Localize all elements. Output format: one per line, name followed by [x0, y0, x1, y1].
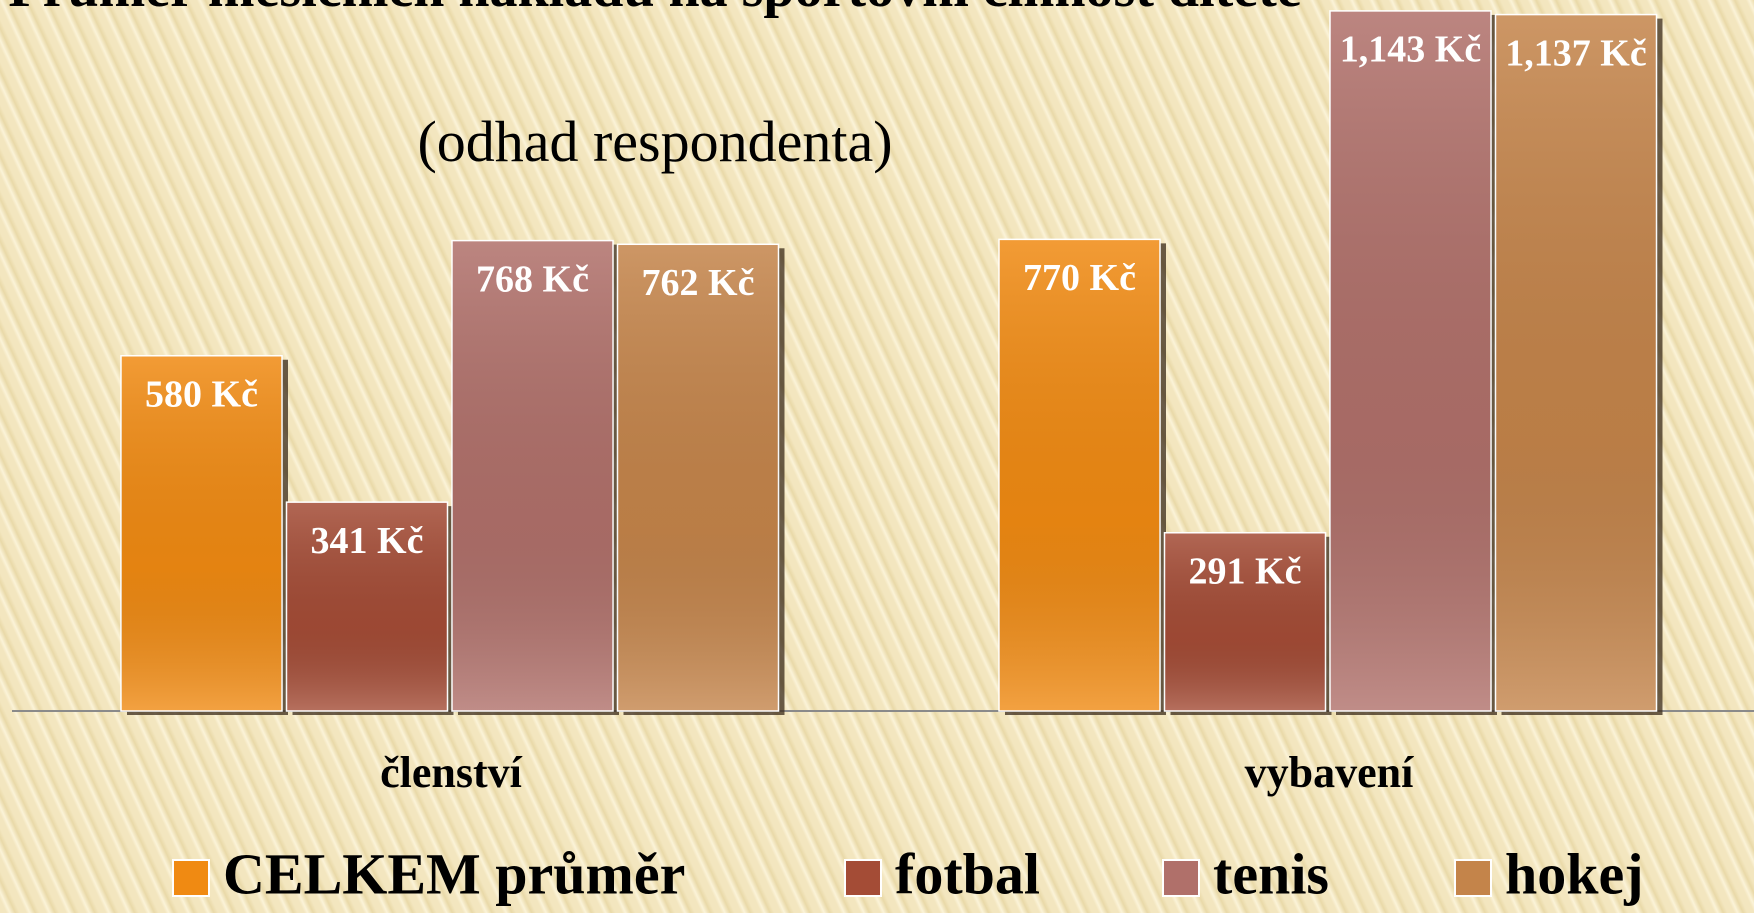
- bar-shine: [617, 244, 779, 711]
- legend-swatch: [1162, 859, 1200, 897]
- legend-swatch: [1454, 859, 1492, 897]
- chart-subtitle: (odhad respondenta): [417, 109, 893, 174]
- bar-shine: [999, 239, 1160, 711]
- legend-label: tenis: [1213, 841, 1329, 906]
- legend-swatch: [172, 859, 210, 897]
- bar-shine: [1330, 10, 1491, 712]
- data-label: 1,137 Kč: [1505, 32, 1646, 74]
- x-tick-label: členství: [380, 748, 523, 797]
- legend-label: hokej: [1505, 841, 1644, 906]
- data-label: 762 Kč: [642, 262, 755, 304]
- legend-swatch: [844, 859, 882, 897]
- data-label: 291 Kč: [1189, 550, 1302, 592]
- x-tick-label: vybavení: [1245, 748, 1414, 797]
- data-label: 580 Kč: [145, 373, 258, 415]
- data-label: 1,143 Kč: [1340, 29, 1481, 71]
- bar-shine: [121, 355, 282, 711]
- bar-shine: [1495, 14, 1657, 711]
- legend-label: CELKEM průměr: [223, 841, 685, 906]
- data-label: 768 Kč: [476, 258, 589, 300]
- bar-shine: [286, 502, 448, 711]
- data-label: 770 Kč: [1023, 257, 1136, 299]
- legend-label: fotbal: [895, 841, 1040, 906]
- bar-shine: [1164, 532, 1326, 711]
- bar-shine: [452, 240, 613, 711]
- data-label: 341 Kč: [311, 520, 424, 562]
- chart-title: Průměr měsíčních nákladů na sportovní či…: [0, 0, 1310, 24]
